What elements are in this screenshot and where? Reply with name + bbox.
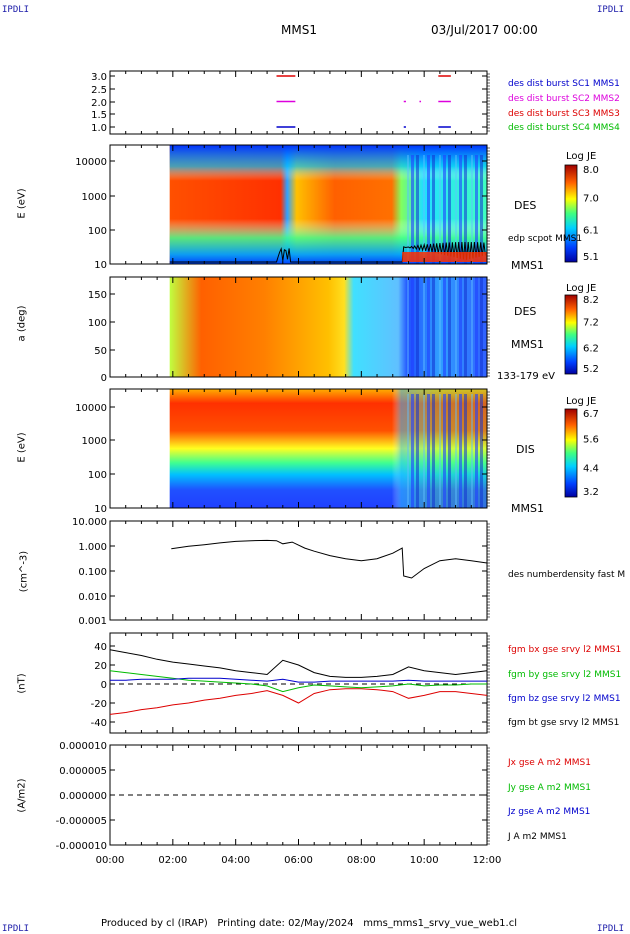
- colorbar-title-dis: Log JE: [566, 396, 597, 407]
- y-tick-label: -40: [91, 718, 107, 729]
- mms1-label-des: MMS1: [511, 259, 544, 272]
- colorbar-tick-label: 4.4: [583, 464, 599, 475]
- colorbar-tick-label: 8.0: [583, 165, 599, 176]
- pitch-spectrogram-stripes: [405, 277, 487, 377]
- colorbar-pitch: [564, 294, 578, 375]
- panel-frame: [109, 70, 488, 135]
- date-title: 03/Jul/2017 00:00: [431, 23, 538, 37]
- time-tick-label: 06:00: [284, 855, 313, 866]
- corner-mark-tr: IPDLI: [597, 5, 625, 15]
- colorbar-title-pitch: Log JE: [566, 283, 597, 294]
- y-tick-label: -0.000005: [56, 816, 107, 827]
- y-tick-label: 10: [94, 504, 107, 515]
- dis-label: DIS: [516, 443, 535, 456]
- y-tick-label: 0.000005: [59, 766, 107, 777]
- bfield-line: [110, 677, 487, 683]
- legend-density: des numberdensity fast M: [508, 570, 626, 580]
- y-tick-label: 0.000000: [59, 791, 107, 802]
- energy-range-label: 133-179 eV: [497, 371, 555, 382]
- legend-burst-sc3: des dist burst SC3 MMS3: [508, 109, 620, 119]
- y-tick-label: 0: [101, 680, 107, 691]
- time-tick-label: 10:00: [410, 855, 439, 866]
- y-tick-label: 20: [94, 661, 107, 672]
- bfield-line: [109, 670, 487, 693]
- density-line: [171, 539, 488, 579]
- y-tick-label: 1.5: [91, 110, 107, 121]
- scpot-label: edp scpot MMS1: [508, 234, 583, 244]
- colorbar-tick-label: 5.2: [583, 364, 599, 375]
- colorbar-dis: [564, 408, 578, 498]
- legend-bt: fgm bt gse srvy l2 MMS1: [508, 718, 620, 728]
- bfield-line: [109, 649, 488, 678]
- time-tick-label: 08:00: [347, 855, 376, 866]
- colorbar-title-des: Log JE: [566, 151, 597, 162]
- y-tick-label: 2.5: [91, 85, 107, 96]
- y-tick-label: 1000: [82, 192, 107, 203]
- legend-burst-sc2: des dist burst SC2 MMS2: [508, 94, 620, 104]
- scpot-line: [169, 241, 486, 263]
- des-label: DES: [514, 199, 537, 212]
- legend-j: J A m2 MMS1: [508, 832, 567, 842]
- legend-by: fgm by gse srvy l2 MMS1: [508, 670, 622, 680]
- corner-mark-br: IPDLI: [597, 924, 625, 934]
- mms1-label-pitch: MMS1: [511, 338, 544, 351]
- scpot-red-fill: [402, 252, 487, 262]
- y-tick-label: 3.0: [91, 72, 107, 83]
- y-tick-label: 40: [94, 642, 107, 653]
- y-tick-label: 10.000: [72, 517, 107, 528]
- y-tick-label: 50: [94, 346, 107, 357]
- y-tick-label: -20: [91, 699, 107, 710]
- colorbar-tick-label: 3.2: [583, 487, 599, 498]
- y-tick-label: 100: [88, 318, 107, 329]
- legend-jz: Jz gse A m2 MMS1: [508, 807, 591, 817]
- panel-frame: [109, 632, 488, 734]
- y-tick-label: 0.001: [78, 616, 107, 627]
- legend-jx: Jx gse A m2 MMS1: [508, 758, 591, 768]
- y-tick-label: 100: [88, 226, 107, 237]
- colorbar-tick-label: 5.1: [583, 252, 599, 263]
- footer-credit: Produced by cl (IRAP) Printing date: 02/…: [101, 918, 518, 929]
- legend-bz: fgm bz gse srvy l2 MMS1: [508, 694, 621, 704]
- y-tick-label: 100: [88, 470, 107, 481]
- mms1-label-dis: MMS1: [511, 502, 544, 515]
- time-tick-label: 12:00: [473, 855, 502, 866]
- y-tick-label: 0.000010: [59, 741, 107, 752]
- colorbar-tick-label: 7.0: [583, 193, 599, 204]
- y-tick-label: 10: [94, 260, 107, 271]
- bfield-line: [109, 688, 488, 715]
- y-tick-label: -0.000010: [56, 841, 107, 852]
- legend-jy: Jy gse A m2 MMS1: [508, 783, 591, 793]
- time-tick-label: 00:00: [96, 855, 125, 866]
- colorbar-tick-label: 5.6: [583, 434, 599, 445]
- y-tick-label: 1000: [82, 436, 107, 447]
- colorbar-tick-label: 6.1: [583, 226, 599, 237]
- legend-bx: fgm bx gse srvy l2 MMS1: [508, 645, 622, 655]
- panel-frame: [109, 520, 488, 621]
- colorbar-tick-label: 6.2: [583, 344, 599, 355]
- time-tick-label: 02:00: [158, 855, 187, 866]
- corner-mark-tl: IPDLI: [2, 5, 30, 15]
- dis-spectrogram-stripes: [405, 394, 487, 508]
- y-tick-label: 10000: [75, 403, 107, 414]
- y-tick-label: 2.0: [91, 98, 107, 109]
- y-tick-label: 10000: [75, 157, 107, 168]
- colorbar-tick-label: 8.2: [583, 295, 599, 306]
- y-tick-label: 1.000: [78, 542, 107, 553]
- y-tick-label: 0: [101, 373, 107, 384]
- time-tick-label: 04:00: [221, 855, 250, 866]
- colorbar-tick-label: 6.7: [583, 409, 599, 420]
- des-label-pitch: DES: [514, 305, 537, 318]
- y-tick-label: 1.0: [91, 123, 107, 134]
- colorbar-des: [564, 164, 578, 263]
- legend-burst-sc1: des dist burst SC1 MMS1: [508, 79, 620, 89]
- y-tick-label: 0.100: [78, 567, 107, 578]
- y-tick-label: 150: [88, 290, 107, 301]
- corner-mark-bl: IPDLI: [2, 924, 30, 934]
- colorbar-tick-label: 7.2: [583, 317, 599, 328]
- legend-burst-sc4: des dist burst SC4 MMS4: [508, 123, 620, 133]
- mission-title: MMS1: [281, 23, 317, 37]
- y-tick-label: 0.010: [78, 592, 107, 603]
